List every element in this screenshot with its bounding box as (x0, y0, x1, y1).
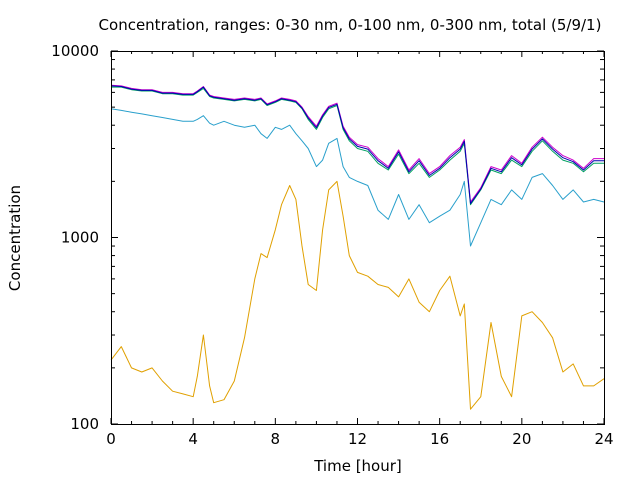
series-line-5 (110, 85, 604, 205)
y-axis-label: Concentration (6, 185, 24, 291)
plot-frame (111, 51, 605, 425)
x-tick-label: 4 (188, 430, 198, 448)
series-layer (110, 84, 605, 410)
x-tick-label: 12 (348, 430, 367, 448)
series-line-2 (110, 108, 605, 247)
x-tick-label: 8 (271, 430, 281, 448)
y-tick-label: 1000 (61, 229, 99, 247)
x-axis-label: Time [hour] (313, 457, 402, 475)
x-tick-label: 20 (512, 430, 531, 448)
x-tick-label: 24 (594, 430, 613, 448)
chart-title: Concentration, ranges: 0-30 nm, 0-100 nm… (99, 16, 602, 34)
x-tick-label: 0 (106, 430, 116, 448)
axis-layer: 0 4 8 12 16 20 24 100 1000 10000 (51, 42, 613, 448)
x-tick-label: 16 (430, 430, 449, 448)
series-line-4 (110, 84, 604, 203)
y-tick-label: 10000 (51, 42, 99, 60)
series-line-1 (110, 180, 605, 410)
y-tick-label: 100 (70, 415, 99, 433)
